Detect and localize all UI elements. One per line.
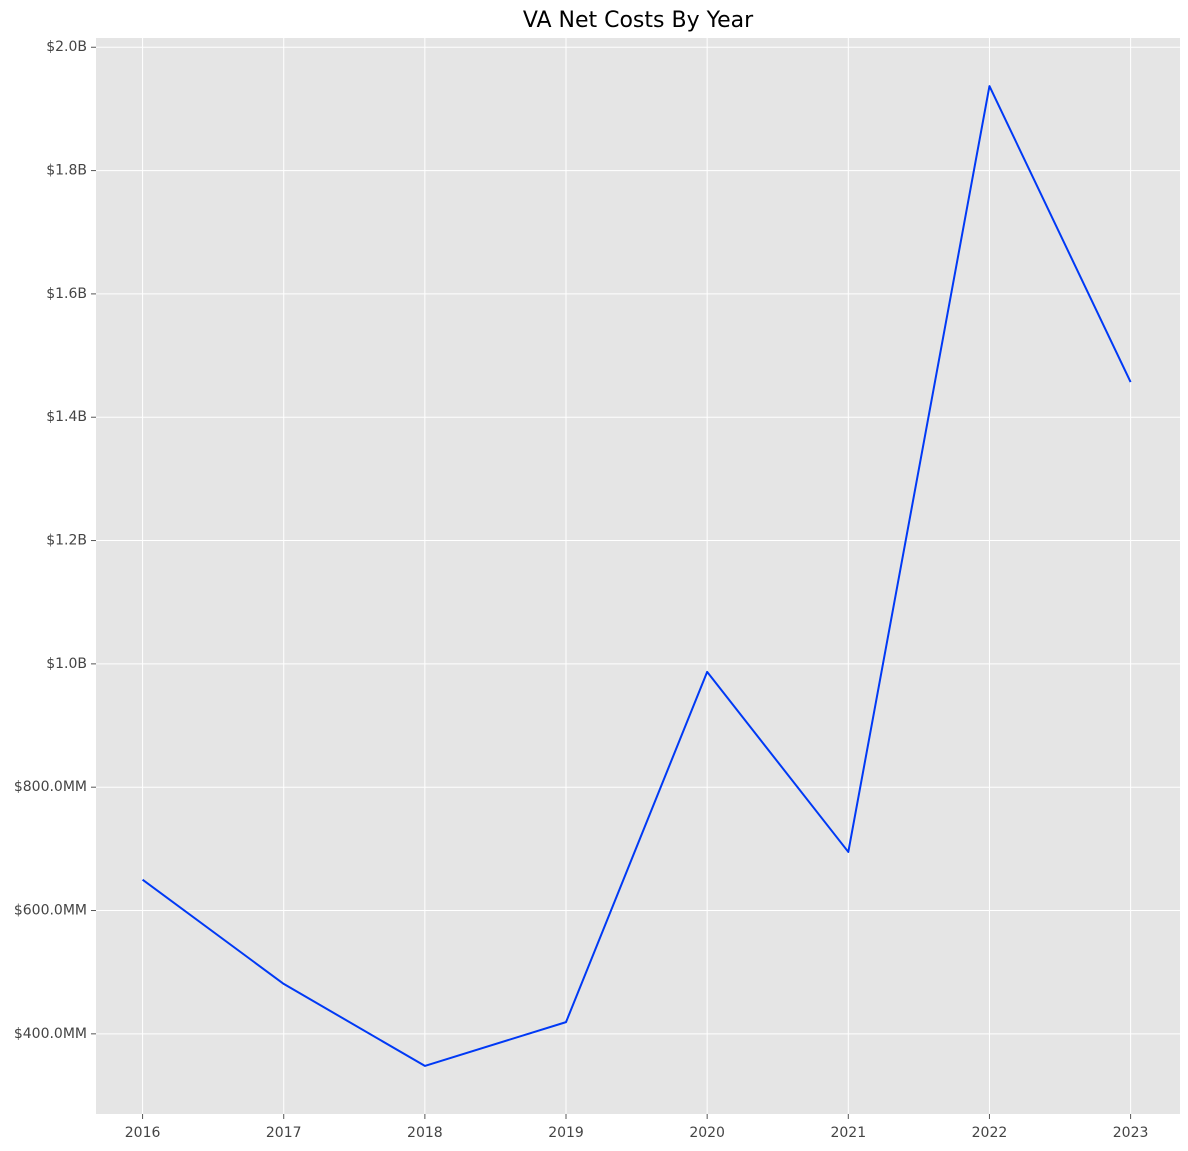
x-tick-label: 2017 [266, 1125, 302, 1141]
y-tick-label: $2.0B [46, 39, 87, 55]
y-tick-label: $1.8B [46, 163, 87, 179]
x-tick-label: 2018 [407, 1125, 443, 1141]
chart-title: VA Net Costs By Year [523, 8, 754, 33]
y-tick-label: $1.4B [46, 409, 87, 425]
plot-area [96, 38, 1180, 1114]
x-tick-label: 2016 [125, 1125, 161, 1141]
y-tick-label: $1.6B [46, 286, 87, 302]
data-line [141, 85, 1132, 1067]
x-tick-label: 2022 [972, 1125, 1008, 1141]
y-tick-label: $600.0MM [14, 903, 87, 919]
x-tick-label: 2021 [830, 1125, 866, 1141]
y-tick-label: $800.0MM [14, 779, 87, 795]
x-tick-label: 2020 [689, 1125, 725, 1141]
x-tick-label: 2023 [1113, 1125, 1149, 1141]
y-tick-label: $1.2B [46, 533, 87, 549]
y-tick-label: $400.0MM [14, 1026, 87, 1042]
y-tick-label: $1.0B [46, 656, 87, 672]
x-tick-label: 2019 [548, 1125, 584, 1141]
